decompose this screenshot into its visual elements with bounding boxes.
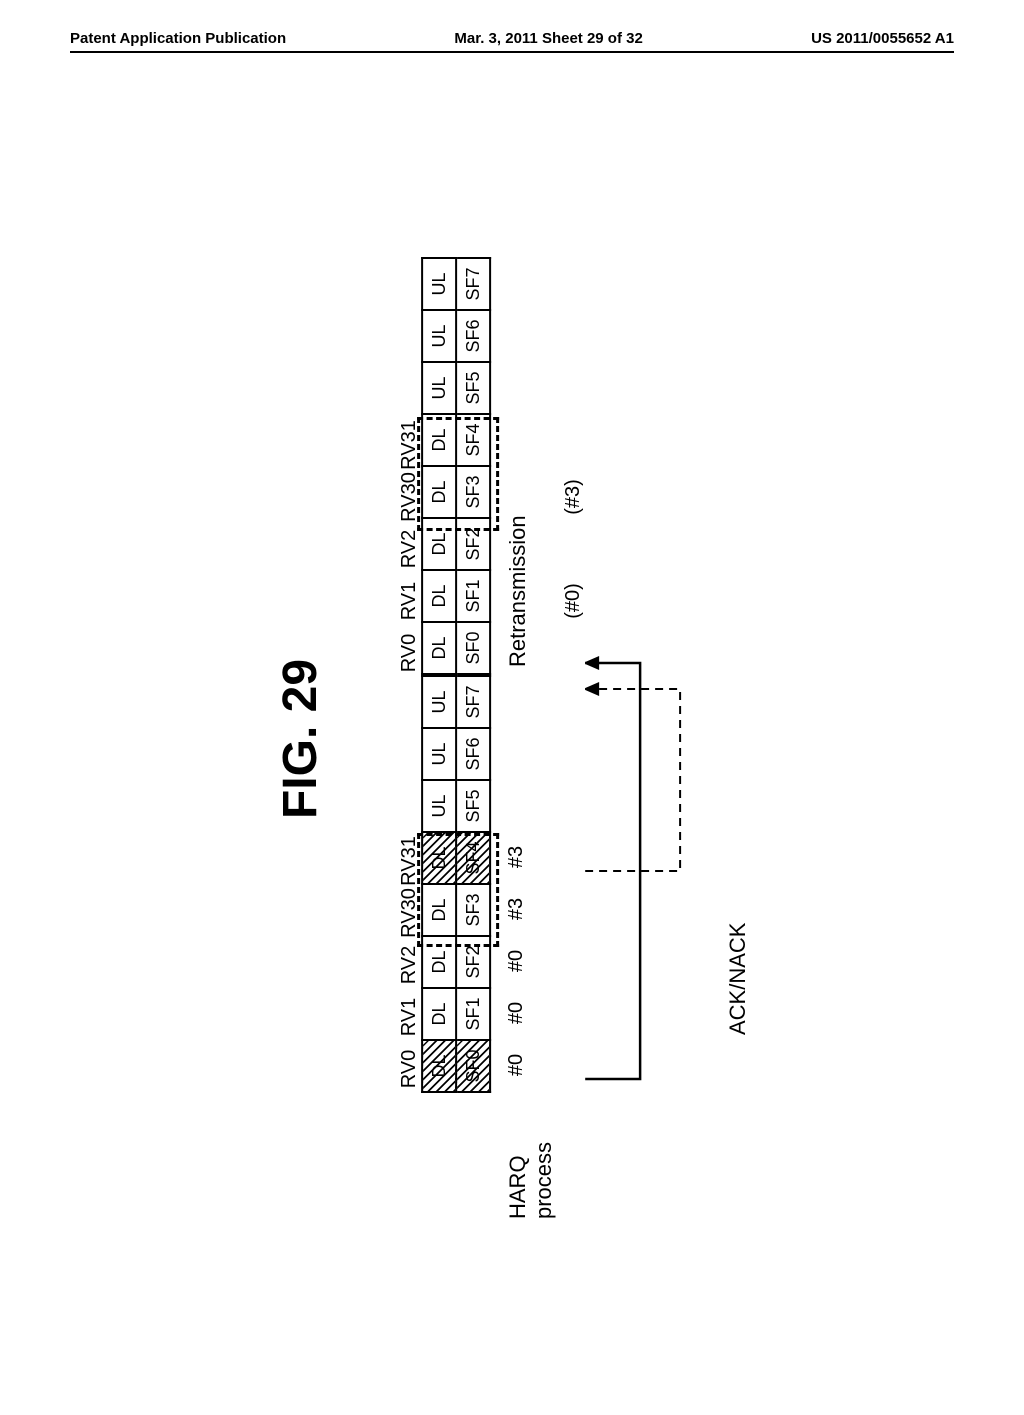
rv-label: RV2 bbox=[398, 523, 421, 575]
figure-title: FIG. 29 bbox=[273, 189, 328, 1289]
rv-label bbox=[398, 731, 421, 783]
cell-top: UL bbox=[422, 362, 456, 414]
cell-top: DL bbox=[422, 570, 456, 622]
rv-label: RV30 bbox=[398, 887, 421, 939]
cell-bottom: SF6 bbox=[456, 310, 490, 362]
cell-bottom: SF2 bbox=[456, 936, 490, 988]
cell-bottom: SF0 bbox=[456, 1040, 490, 1092]
cell-bottom: SF7 bbox=[456, 676, 490, 728]
rv-label-row: RV0RV1RV2RV30RV31RV0RV1RV2RV30RV31 bbox=[398, 263, 421, 1215]
header-center: Mar. 3, 2011 Sheet 29 of 32 bbox=[454, 30, 642, 47]
rv-label: RV1 bbox=[398, 991, 421, 1043]
rv-label bbox=[398, 263, 421, 315]
cell-top: UL bbox=[422, 676, 456, 728]
cell-top: DL bbox=[422, 466, 456, 518]
harq-row: HARQprocess#0#0#0#3#3Retransmission bbox=[505, 259, 558, 1219]
cell-top: UL bbox=[422, 310, 456, 362]
cell-bottom: SF4 bbox=[456, 414, 490, 466]
cell-bottom: SF5 bbox=[456, 362, 490, 414]
retrans-id bbox=[562, 315, 585, 367]
cell-bottom: SF3 bbox=[456, 466, 490, 518]
cell-top: DL bbox=[422, 622, 456, 674]
retrans-id bbox=[562, 263, 585, 315]
rv-label: RV0 bbox=[398, 627, 421, 679]
retransmission-label: Retransmission bbox=[505, 259, 531, 675]
cell-top: DL bbox=[422, 832, 456, 884]
cell-top: UL bbox=[422, 728, 456, 780]
harq-id: #0 bbox=[505, 987, 558, 1039]
rv-label: RV30 bbox=[398, 471, 421, 523]
cell-top: UL bbox=[422, 258, 456, 310]
header-left: Patent Application Publication bbox=[70, 30, 286, 47]
rv-label: RV0 bbox=[398, 1043, 421, 1095]
cell-top: DL bbox=[422, 518, 456, 570]
harq-id bbox=[505, 727, 558, 779]
rv-label bbox=[398, 367, 421, 419]
frame-1: DLDLDLDLDLULULULSF0SF1SF2SF3SF4SF5SF6SF7 bbox=[421, 675, 491, 1093]
rv-label bbox=[398, 783, 421, 835]
cell-bottom: SF0 bbox=[456, 622, 490, 674]
retrans-id: (#0) bbox=[562, 575, 585, 627]
ack-nack-label: ACK/NACK bbox=[725, 63, 751, 1415]
rv-label bbox=[398, 315, 421, 367]
harq-id: #0 bbox=[505, 935, 558, 987]
cell-bottom: SF1 bbox=[456, 988, 490, 1040]
cell-bottom: SF1 bbox=[456, 570, 490, 622]
rv-label: RV31 bbox=[398, 419, 421, 471]
rv-label bbox=[398, 679, 421, 731]
cell-bottom: SF6 bbox=[456, 728, 490, 780]
retrans-ids-row: (#0) (#3) bbox=[562, 263, 585, 1215]
header-rule bbox=[70, 51, 954, 53]
retrans-id: (#3) bbox=[562, 471, 585, 523]
cell-bottom: SF3 bbox=[456, 884, 490, 936]
retrans-id bbox=[562, 523, 585, 575]
header-right: US 2011/0055652 A1 bbox=[811, 30, 954, 47]
cell-bottom: SF2 bbox=[456, 518, 490, 570]
cell-bottom: SF4 bbox=[456, 832, 490, 884]
rv-label: RV31 bbox=[398, 835, 421, 887]
frame-2: DLDLDLDLDLULULULSF0SF1SF2SF3SF4SF5SF6SF7 bbox=[421, 257, 491, 675]
cell-top: DL bbox=[422, 884, 456, 936]
figure-29: FIG. 29 RV0RV1RV2RV30RV31RV0RV1RV2RV30RV… bbox=[273, 189, 751, 1289]
cell-bottom: SF7 bbox=[456, 258, 490, 310]
rv-label: RV2 bbox=[398, 939, 421, 991]
cell-top: DL bbox=[422, 1040, 456, 1092]
rv-label: RV1 bbox=[398, 575, 421, 627]
cell-bottom: SF5 bbox=[456, 780, 490, 832]
retrans-id bbox=[562, 419, 585, 471]
cell-top: DL bbox=[422, 988, 456, 1040]
harq-side-label: HARQprocess bbox=[505, 1091, 558, 1219]
frames-row: DLDLDLDLDLULULULSF0SF1SF2SF3SF4SF5SF6SF7… bbox=[421, 257, 491, 1221]
harq-id: #3 bbox=[505, 831, 558, 883]
harq-id: #3 bbox=[505, 883, 558, 935]
harq-id: #0 bbox=[505, 1039, 558, 1091]
harq-id bbox=[505, 675, 558, 727]
cell-top: DL bbox=[422, 414, 456, 466]
cell-top: DL bbox=[422, 936, 456, 988]
arrows bbox=[585, 253, 735, 1225]
harq-id bbox=[505, 779, 558, 831]
retrans-id bbox=[562, 367, 585, 419]
cell-top: UL bbox=[422, 780, 456, 832]
retrans-id bbox=[562, 627, 585, 679]
